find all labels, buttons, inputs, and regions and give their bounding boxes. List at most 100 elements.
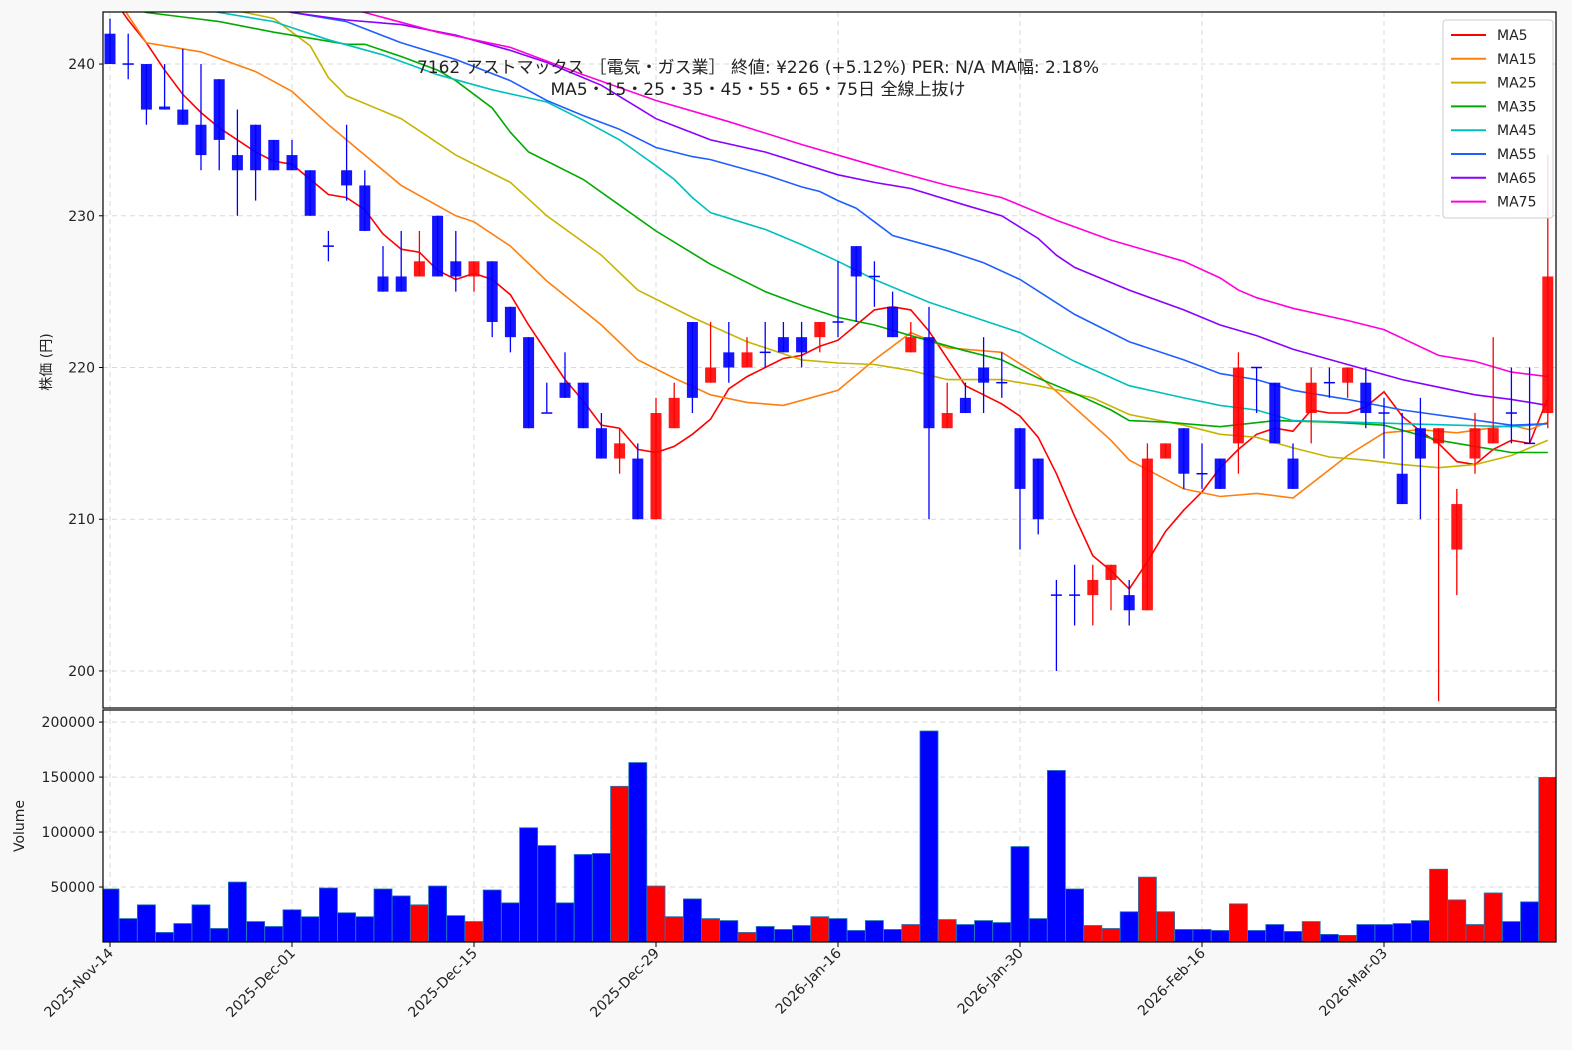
volume-bar	[264, 926, 284, 942]
price-panel	[103, 12, 1556, 708]
candle-body	[213, 79, 225, 140]
date-tick-label: 2026-Feb-16	[1135, 945, 1209, 1019]
candle	[978, 337, 990, 414]
volume-bar	[664, 916, 684, 942]
candle	[1269, 382, 1281, 444]
volume-bar	[1229, 903, 1248, 942]
volume-bar	[103, 888, 120, 942]
volume-bar	[592, 853, 611, 942]
volume-bar	[1411, 920, 1430, 942]
date-tick-label: 2026-Jan-16	[773, 945, 845, 1017]
candle-body	[632, 458, 644, 520]
candle-body	[523, 337, 535, 429]
candle-body	[1178, 428, 1190, 474]
legend-label-ma55: MA55	[1497, 147, 1536, 163]
legend-label-ma15: MA15	[1497, 52, 1536, 68]
candle	[832, 261, 844, 338]
volume-bar	[282, 909, 302, 942]
volume-bar	[865, 920, 884, 942]
candle	[486, 261, 498, 338]
candle	[796, 321, 808, 368]
ma25-line	[238, 12, 1549, 469]
candle-body	[341, 170, 353, 186]
volume-panel	[103, 710, 1556, 942]
candle	[213, 79, 225, 171]
candle	[1123, 579, 1135, 626]
candle-body	[614, 443, 626, 459]
volume-bar	[937, 919, 957, 942]
volume-bar	[737, 932, 757, 942]
volume-bar	[1210, 930, 1230, 942]
volume-bar	[1083, 925, 1103, 942]
price-tick-label: 230	[68, 209, 95, 225]
candle	[668, 382, 680, 429]
candle-body	[577, 382, 589, 429]
candle	[559, 352, 571, 398]
candle-body	[1487, 428, 1499, 444]
candle-body	[1396, 473, 1408, 505]
candle-body	[1433, 428, 1445, 444]
volume-bar	[683, 898, 702, 942]
candle-body	[1542, 276, 1554, 414]
volume-bar	[755, 926, 775, 942]
candle-body	[1160, 443, 1172, 459]
volume-bar	[355, 916, 375, 942]
candle-body	[686, 321, 698, 398]
volume-bar	[974, 920, 993, 942]
volume-bar	[428, 885, 448, 942]
date-tick-label: 2025-Dec-15	[405, 946, 480, 1021]
price-tick-label: 210	[68, 512, 95, 528]
volume-bar	[610, 785, 629, 942]
volume-bar	[118, 918, 138, 942]
candle	[905, 321, 917, 353]
ma5-line	[121, 12, 1549, 591]
volume-bar	[446, 915, 466, 942]
candle	[1487, 337, 1499, 444]
legend-label-ma45: MA45	[1497, 123, 1536, 139]
volume-bar	[1356, 924, 1376, 942]
volume-bar	[482, 889, 502, 942]
volume-bar	[719, 920, 739, 942]
legend-label-ma5: MA5	[1497, 28, 1528, 44]
candle-body	[413, 261, 425, 277]
candle-body	[978, 367, 990, 383]
volume-bar	[409, 904, 429, 942]
candle-body	[1214, 458, 1226, 489]
candle	[1087, 564, 1099, 626]
candle-body	[1123, 595, 1135, 611]
candle-body	[1287, 458, 1299, 489]
volume-tick-label: 150000	[42, 770, 95, 786]
candle	[923, 306, 935, 520]
candle	[996, 352, 1008, 398]
price-tick-label: 200	[68, 664, 95, 680]
candle-body	[1032, 458, 1044, 520]
candle-body	[777, 337, 789, 353]
volume-bar	[318, 887, 338, 942]
candle	[595, 413, 607, 459]
ma65-line	[286, 12, 1548, 407]
candle	[868, 261, 880, 307]
volume-bar	[1010, 846, 1030, 942]
legend-label-ma35: MA35	[1497, 99, 1536, 115]
candle	[1323, 367, 1335, 398]
candle	[159, 64, 171, 110]
candle-body	[177, 109, 189, 125]
candle	[650, 397, 662, 520]
candle	[1141, 443, 1153, 611]
volume-bar	[500, 902, 520, 942]
volume-bar	[1338, 935, 1357, 942]
volume-bar	[810, 916, 830, 942]
volume-tick-label: 100000	[42, 825, 95, 841]
volume-bar	[992, 922, 1012, 942]
volume-bar	[1047, 770, 1066, 942]
candlesticks	[104, 18, 1554, 702]
volume-bar	[701, 918, 720, 942]
volume-bar	[1028, 918, 1048, 942]
candle	[541, 382, 553, 414]
volume-bar	[337, 912, 357, 942]
candle-body	[814, 321, 826, 338]
volume-bar	[391, 895, 411, 942]
legend-label-ma75: MA75	[1497, 195, 1536, 211]
ma55-line	[286, 12, 1548, 427]
grid-lines	[103, 12, 1556, 942]
